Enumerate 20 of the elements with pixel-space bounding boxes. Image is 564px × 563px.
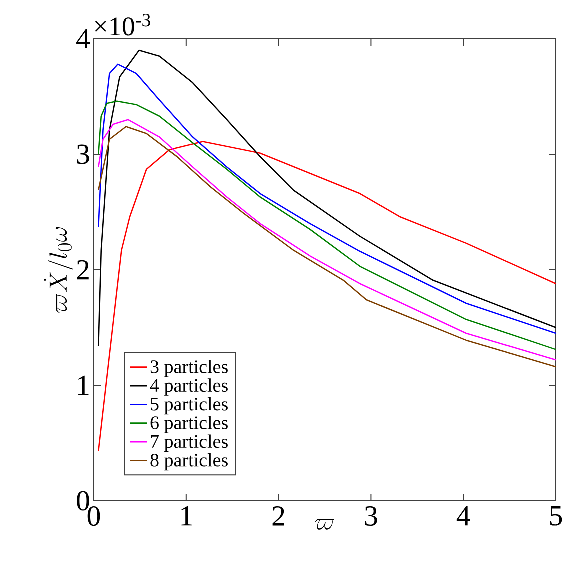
x-tick-label: 5 <box>550 506 562 526</box>
y-tick-label: 4 <box>76 29 90 49</box>
x-tick-label: 2 <box>272 506 284 526</box>
x-tick-label: 4 <box>456 506 470 526</box>
legend-label: 8 particles <box>150 453 228 471</box>
line-series <box>98 141 556 452</box>
y-tick-label: 2 <box>77 260 89 280</box>
legend-label: 7 particles <box>151 434 228 452</box>
y-tick-label: 0 <box>77 491 90 511</box>
legend-label: 5 particles <box>151 397 228 415</box>
x-tick-label: 3 <box>365 506 378 526</box>
y-tick-label: 1 <box>78 376 89 396</box>
y-axis-title: $\varpi\dot{X}/l_0\omega$ <box>44 227 74 314</box>
y-tick-label: 3 <box>77 144 90 164</box>
x-axis-title: $\varpi$ <box>315 518 334 530</box>
legend-label: 6 particles <box>150 416 228 434</box>
legend-label: 4 particles <box>150 378 228 396</box>
text: ×10$^{-3}$ <box>95 14 150 36</box>
legend-label: 3 particles <box>150 360 228 378</box>
x-tick-label: 1 <box>182 506 192 526</box>
